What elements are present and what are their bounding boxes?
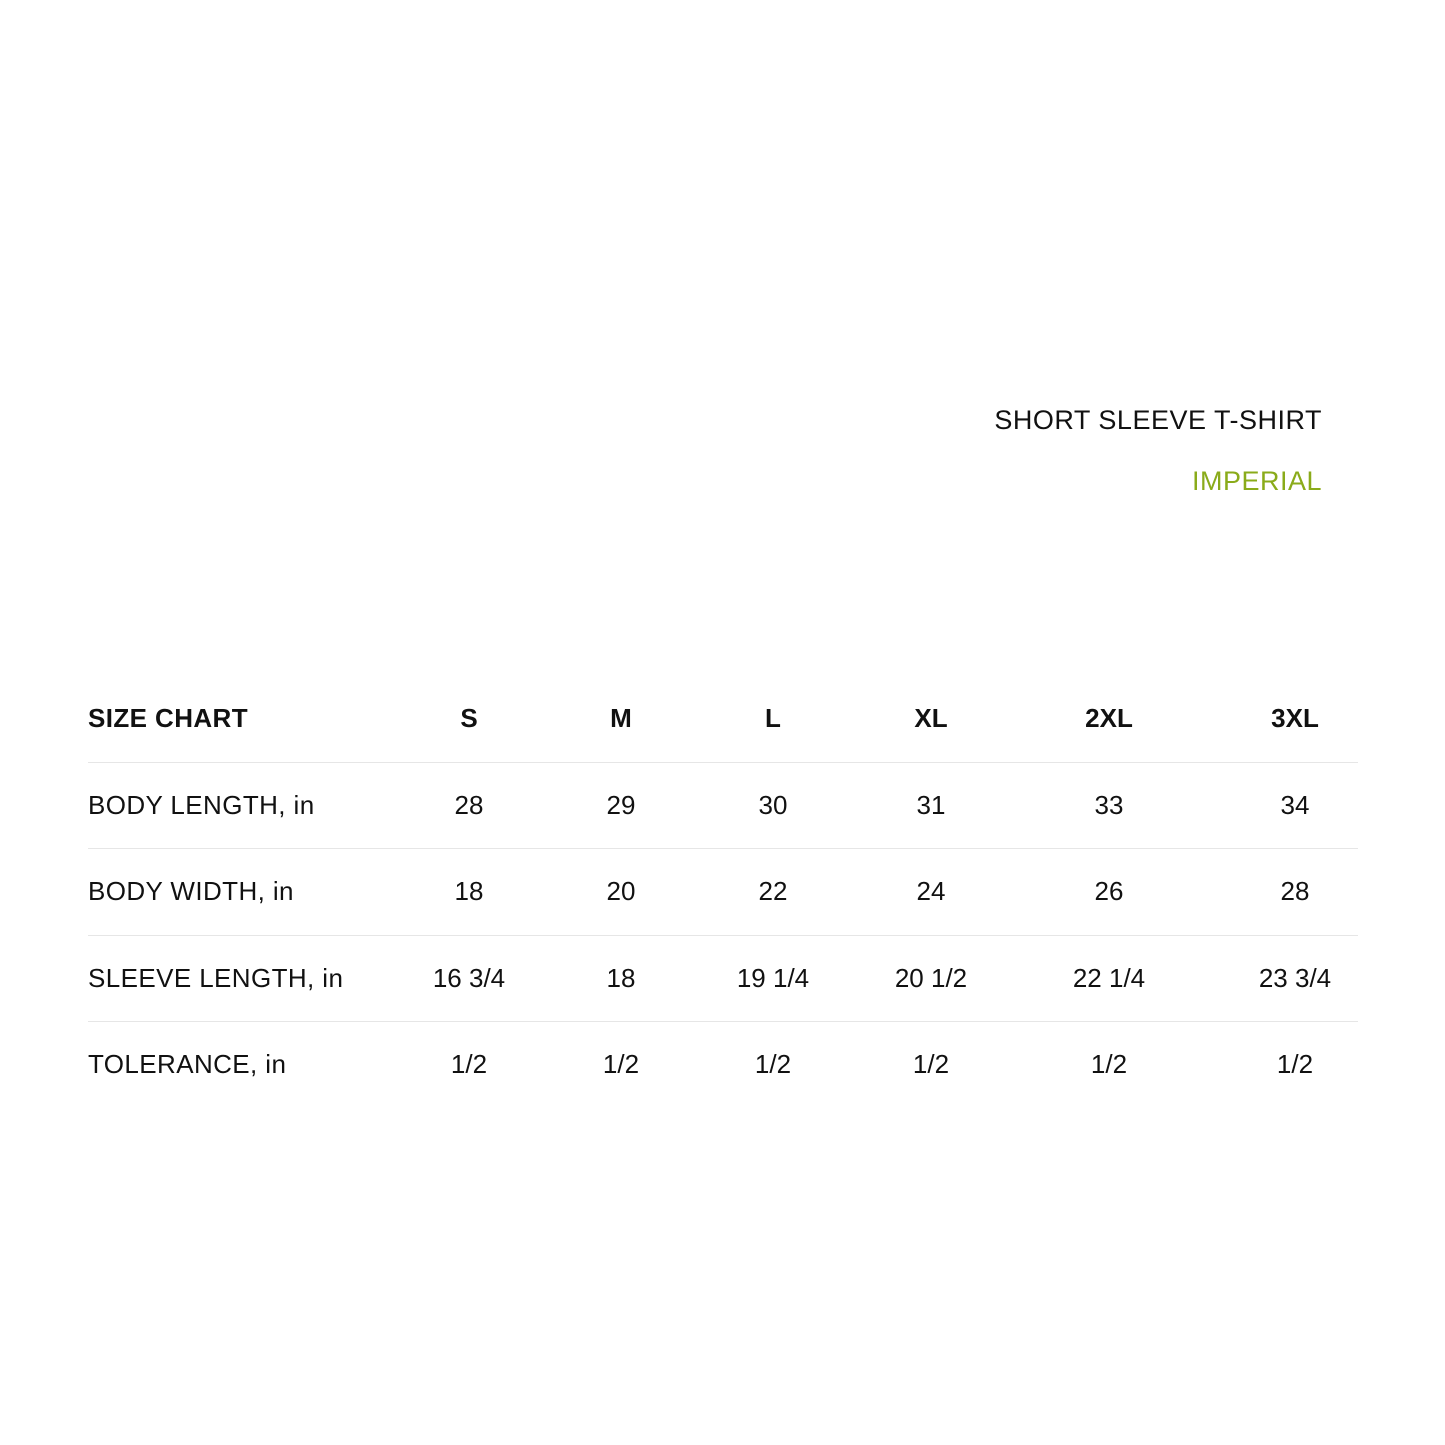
table-header-row: SIZE CHART S M L XL 2XL 3XL bbox=[88, 676, 1358, 763]
table-cell: 1/2 bbox=[1276, 1049, 1314, 1079]
table-row: TOLERANCE, in 1/2 1/2 1/2 1/2 1/2 1/2 bbox=[88, 1022, 1358, 1108]
table-cell: 19 1/4 bbox=[736, 962, 810, 993]
header-size-2xl: 2XL bbox=[1085, 703, 1133, 733]
size-chart-table: SIZE CHART S M L XL 2XL 3XL BODY LENGTH, in 28… bbox=[88, 676, 1358, 1108]
table-cell: 23 3/4 bbox=[1258, 962, 1332, 993]
table-cell: 20 1/2 bbox=[894, 962, 968, 993]
table-row: BODY WIDTH, in 18 20 22 24 26 28 bbox=[88, 849, 1358, 936]
table-cell: 26 bbox=[1094, 876, 1124, 906]
table-cell: 18 bbox=[606, 962, 636, 993]
table-cell: 24 bbox=[916, 876, 946, 906]
row-label: SLEEVE LENGTH, in bbox=[88, 962, 344, 993]
header-size-s: S bbox=[460, 703, 478, 733]
row-label: BODY WIDTH, in bbox=[88, 876, 294, 906]
table-cell: 31 bbox=[916, 789, 946, 820]
table-cell: 1/2 bbox=[1090, 1049, 1128, 1079]
table-cell: 33 bbox=[1094, 789, 1124, 820]
table-row: BODY LENGTH, in 28 29 30 31 33 34 bbox=[88, 763, 1358, 849]
header-size-xl: XL bbox=[914, 703, 948, 733]
table-cell: 28 bbox=[454, 789, 484, 820]
table-cell: 30 bbox=[758, 789, 788, 820]
table-cell: 22 1/4 bbox=[1072, 962, 1146, 993]
table-cell: 1/2 bbox=[912, 1049, 950, 1079]
row-label: TOLERANCE, in bbox=[88, 1049, 287, 1079]
unit-system-label: IMPERIAL bbox=[1191, 466, 1322, 496]
table-cell: 34 bbox=[1280, 789, 1310, 820]
header-label: SIZE CHART bbox=[88, 703, 248, 733]
table-cell: 1/2 bbox=[602, 1049, 640, 1079]
table-cell: 28 bbox=[1280, 876, 1310, 906]
table-cell: 29 bbox=[606, 789, 636, 820]
table-row: SLEEVE LENGTH, in 16 3/4 18 19 1/4 20 1/2 22 … bbox=[88, 936, 1358, 1022]
row-label: BODY LENGTH, in bbox=[88, 789, 315, 820]
table-cell: 18 bbox=[454, 876, 484, 906]
header-size-m: M bbox=[610, 703, 632, 733]
product-title: SHORT SLEEVE T-SHIRT bbox=[994, 405, 1322, 435]
table-cell: 1/2 bbox=[754, 1049, 792, 1079]
table-cell: 22 bbox=[758, 876, 788, 906]
table-cell: 16 3/4 bbox=[432, 962, 506, 993]
table-cell: 20 bbox=[606, 876, 636, 906]
table-cell: 1/2 bbox=[450, 1049, 488, 1079]
header-size-3xl: 3XL bbox=[1271, 703, 1319, 733]
header-size-l: L bbox=[765, 703, 781, 733]
